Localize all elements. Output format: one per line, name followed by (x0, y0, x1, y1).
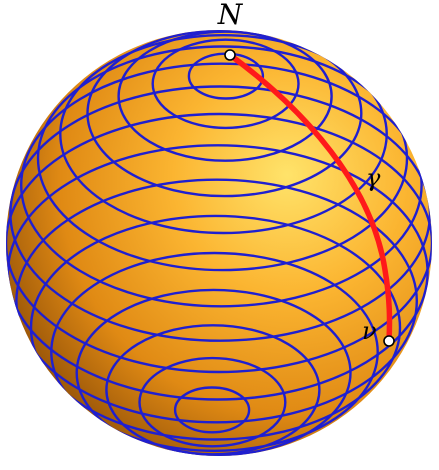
latitude-line (36, 45, 409, 272)
pole-label: N (217, 0, 244, 31)
geodesic-curve (227, 52, 393, 344)
latitude-line (6, 112, 432, 374)
latitude-line (15, 178, 419, 424)
latitude-line (138, 356, 287, 448)
sphere (6, 30, 432, 456)
nu-point (383, 335, 395, 347)
latitude-line (29, 214, 402, 441)
latitude-line (50, 251, 379, 453)
latitude-line (75, 288, 352, 456)
north-pole-point (224, 49, 236, 61)
latitude-line (86, 30, 363, 198)
latitude-line (105, 324, 321, 456)
latitude-line (59, 34, 388, 235)
curve-label: γ (366, 164, 381, 192)
point-label: ν (362, 317, 377, 345)
latitude-line (117, 30, 333, 162)
latitude-line (151, 38, 300, 130)
latitude-line (19, 62, 423, 308)
latitude-lines (6, 30, 432, 456)
latitude-line (173, 386, 251, 434)
